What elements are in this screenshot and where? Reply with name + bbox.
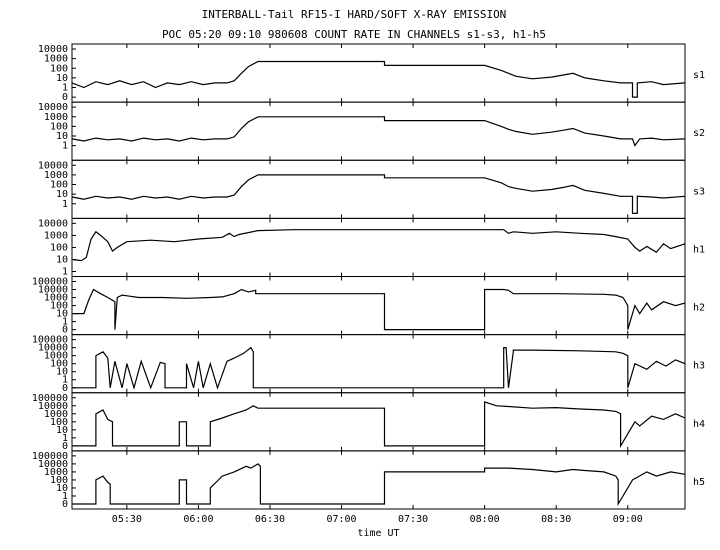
x-tick-label: 06:00 [183,514,213,525]
y-tick-label: 100 [50,242,68,253]
y-tick-label: 1000 [44,351,68,362]
series-label: h2 [693,303,705,314]
y-tick-label: 10 [56,131,68,142]
data-line [72,288,686,331]
y-tick-label: 100 [50,121,68,132]
x-tick-label: 05:30 [112,514,142,525]
y-tick-label: 1000 [44,112,68,123]
x-tick-label: 06:30 [255,514,285,525]
y-tick-label: 0 [62,383,68,394]
y-tick-label: 1 [62,83,68,94]
data-line [71,60,686,98]
series-label: h3 [693,361,705,372]
x-axis-label: time UT [357,528,399,539]
y-tick-label: 1 [62,267,68,278]
series-label: h5 [693,477,705,488]
data-line [72,346,686,391]
y-tick-label: 10000 [38,285,68,296]
data-line [72,401,686,449]
y-tick-label: 10 [56,73,68,84]
y-tick-label: 100 [50,301,68,312]
y-tick-label: 0 [62,92,68,103]
y-tick-label: 100 [50,475,68,486]
data-line [71,174,686,214]
y-tick-label: 10 [56,425,68,436]
x-tick-label: 07:30 [398,514,428,525]
y-tick-label: 0 [62,325,68,336]
y-tick-label: 1000 [44,409,68,420]
y-tick-label: 10 [56,254,68,265]
y-tick-label: 100000 [32,451,68,462]
y-tick-label: 10000 [38,160,68,171]
y-tick-label: 1000 [44,170,68,181]
series-label: h4 [693,419,705,430]
y-tick-label: 10000 [38,102,68,113]
y-tick-label: 10 [56,189,68,200]
y-tick-label: 10000 [38,218,68,229]
y-tick-label: 100 [50,359,68,370]
x-tick-label: 08:30 [541,514,571,525]
y-tick-label: 100 [50,180,68,191]
y-tick-label: 10000 [38,459,68,470]
series-label: h1 [693,244,705,255]
x-tick-label: 09:00 [613,514,643,525]
y-tick-label: 1 [62,491,68,502]
y-tick-label: 100 [50,63,68,74]
y-tick-label: 100000 [32,277,68,288]
chart-title: INTERBALL-Tail RF15-I HARD/SOFT X-RAY EM… [202,8,507,21]
y-tick-label: 1000 [44,230,68,241]
y-tick-label: 10000 [38,44,68,55]
y-tick-label: 1000 [44,54,68,65]
y-tick-label: 0 [62,499,68,510]
series-label: s3 [693,186,705,197]
x-tick-label: 07:00 [326,514,356,525]
x-tick-label: 08:00 [470,514,500,525]
y-tick-label: 100000 [32,335,68,346]
series-label: s1 [693,70,705,81]
y-tick-label: 10000 [38,343,68,354]
chart-subtitle: POC 05:20 09:10 980608 COUNT RATE IN CHA… [162,28,546,41]
y-tick-label: 1000 [44,467,68,478]
data-line [71,116,686,147]
y-tick-label: 100000 [32,393,68,404]
y-tick-label: 1 [62,199,68,210]
y-tick-label: 1 [62,375,68,386]
y-tick-label: 10 [56,309,68,320]
y-tick-label: 1 [62,317,68,328]
y-tick-label: 10000 [38,401,68,412]
series-label: s2 [693,128,705,139]
y-tick-label: 1 [62,433,68,444]
y-tick-label: 10 [56,367,68,378]
data-line [71,229,686,262]
y-tick-label: 10 [56,483,68,494]
y-tick-label: 1000 [44,293,68,304]
y-tick-label: 100 [50,417,68,428]
y-tick-label: 1 [62,141,68,152]
data-line [72,463,686,507]
y-tick-label: 0 [62,441,68,452]
